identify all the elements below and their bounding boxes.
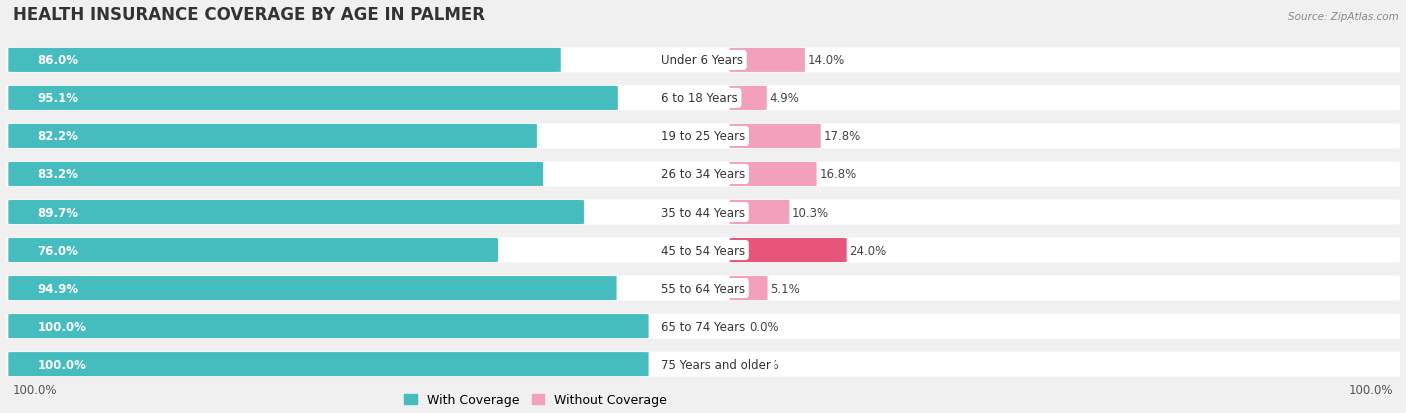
- Text: 83.2%: 83.2%: [38, 168, 79, 181]
- Text: Under 6 Years: Under 6 Years: [661, 54, 744, 67]
- Text: 14.0%: 14.0%: [807, 54, 845, 67]
- Text: 95.1%: 95.1%: [38, 92, 79, 105]
- Text: 17.8%: 17.8%: [824, 130, 860, 143]
- FancyBboxPatch shape: [1, 48, 1405, 73]
- Text: 26 to 34 Years: 26 to 34 Years: [661, 168, 745, 181]
- Text: 45 to 54 Years: 45 to 54 Years: [661, 244, 745, 257]
- Text: HEALTH INSURANCE COVERAGE BY AGE IN PALMER: HEALTH INSURANCE COVERAGE BY AGE IN PALM…: [13, 6, 485, 24]
- Text: 100.0%: 100.0%: [38, 320, 87, 333]
- Text: Source: ZipAtlas.com: Source: ZipAtlas.com: [1288, 12, 1399, 22]
- Text: 94.9%: 94.9%: [38, 282, 79, 295]
- FancyBboxPatch shape: [8, 49, 561, 73]
- Legend: With Coverage, Without Coverage: With Coverage, Without Coverage: [399, 389, 672, 411]
- Text: 35 to 44 Years: 35 to 44 Years: [661, 206, 745, 219]
- Text: 0.0%: 0.0%: [749, 358, 779, 371]
- FancyBboxPatch shape: [8, 200, 583, 225]
- Text: 19 to 25 Years: 19 to 25 Years: [661, 130, 745, 143]
- FancyBboxPatch shape: [730, 238, 846, 262]
- FancyBboxPatch shape: [1, 124, 1405, 149]
- Text: 65 to 74 Years: 65 to 74 Years: [661, 320, 745, 333]
- Text: 86.0%: 86.0%: [38, 54, 79, 67]
- Text: 0.0%: 0.0%: [749, 320, 779, 333]
- Text: 16.8%: 16.8%: [820, 168, 856, 181]
- FancyBboxPatch shape: [1, 276, 1405, 301]
- FancyBboxPatch shape: [8, 238, 498, 262]
- Text: 89.7%: 89.7%: [38, 206, 79, 219]
- Text: 5.1%: 5.1%: [770, 282, 800, 295]
- FancyBboxPatch shape: [8, 276, 617, 300]
- FancyBboxPatch shape: [730, 163, 817, 187]
- FancyBboxPatch shape: [8, 87, 617, 111]
- FancyBboxPatch shape: [730, 200, 789, 225]
- FancyBboxPatch shape: [8, 352, 648, 376]
- Text: 82.2%: 82.2%: [38, 130, 79, 143]
- FancyBboxPatch shape: [730, 125, 821, 149]
- FancyBboxPatch shape: [8, 163, 543, 187]
- Text: 10.3%: 10.3%: [792, 206, 830, 219]
- Text: 100.0%: 100.0%: [38, 358, 87, 371]
- FancyBboxPatch shape: [730, 276, 768, 300]
- FancyBboxPatch shape: [1, 314, 1405, 339]
- FancyBboxPatch shape: [1, 162, 1405, 187]
- FancyBboxPatch shape: [1, 352, 1405, 377]
- FancyBboxPatch shape: [1, 238, 1405, 263]
- Text: 76.0%: 76.0%: [38, 244, 79, 257]
- Text: 75 Years and older: 75 Years and older: [661, 358, 770, 371]
- Text: 24.0%: 24.0%: [849, 244, 887, 257]
- Text: 6 to 18 Years: 6 to 18 Years: [661, 92, 738, 105]
- FancyBboxPatch shape: [730, 87, 766, 111]
- FancyBboxPatch shape: [730, 49, 804, 73]
- Text: 4.9%: 4.9%: [769, 92, 800, 105]
- Text: 100.0%: 100.0%: [1348, 383, 1393, 396]
- Text: 100.0%: 100.0%: [13, 383, 58, 396]
- FancyBboxPatch shape: [1, 200, 1405, 225]
- FancyBboxPatch shape: [8, 314, 648, 338]
- FancyBboxPatch shape: [8, 125, 537, 149]
- Text: 55 to 64 Years: 55 to 64 Years: [661, 282, 745, 295]
- FancyBboxPatch shape: [1, 86, 1405, 111]
